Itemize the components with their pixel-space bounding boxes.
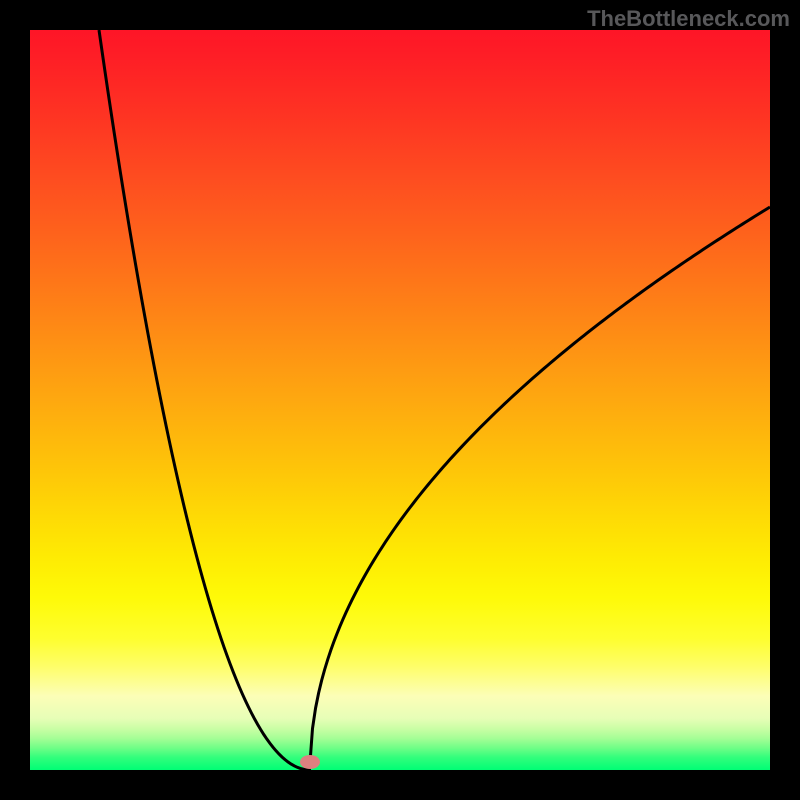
chart-background (30, 30, 770, 770)
chart-svg (0, 0, 800, 800)
minimum-marker (300, 755, 320, 769)
bottleneck-chart: TheBottleneck.com (0, 0, 800, 800)
